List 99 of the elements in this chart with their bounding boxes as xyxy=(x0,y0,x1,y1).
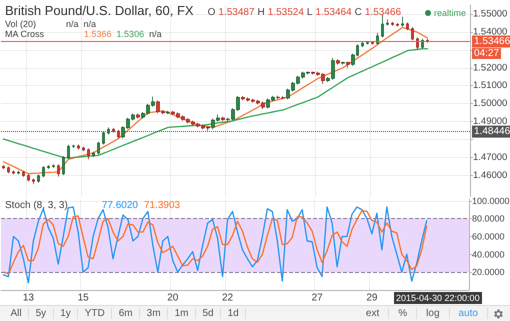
candlestick xyxy=(37,174,40,184)
candlestick xyxy=(27,174,30,182)
candlestick xyxy=(32,178,35,184)
annotation: H xyxy=(258,7,265,18)
y-tick-label: 1.51000 xyxy=(473,80,508,92)
annotation: 71.3903 xyxy=(144,200,180,211)
candlestick xyxy=(82,146,85,152)
candlestick xyxy=(7,166,10,174)
y-tick-label: 1.54000 xyxy=(473,26,508,38)
y-tick-label: 1.55000 xyxy=(473,8,508,20)
y-tick-label: 1.47000 xyxy=(473,152,508,164)
ref-line-label: 1.53466 xyxy=(474,36,510,47)
candlestick xyxy=(107,126,110,135)
candlestick xyxy=(136,113,140,119)
chart-title: Stoch (8, 3, 3) xyxy=(5,200,68,211)
text: 5d xyxy=(196,308,222,319)
y-tick-label: 60.0000 xyxy=(472,231,505,242)
annotation: 1.53524 xyxy=(268,7,304,18)
text: All xyxy=(4,308,30,319)
candlestick xyxy=(401,16,404,27)
annotation: Vol (20) xyxy=(5,19,36,29)
candlestick xyxy=(366,41,369,46)
candlestick xyxy=(47,164,50,170)
text: auto xyxy=(450,308,488,319)
y-tick-label: 1.49000 xyxy=(473,116,508,128)
annotation: realtime xyxy=(434,8,466,18)
text: 3m xyxy=(140,308,168,319)
line-series xyxy=(2,210,428,275)
annotation: 1.53464 xyxy=(315,7,352,18)
text: 5y xyxy=(29,308,54,319)
candlestick xyxy=(381,14,384,38)
ref-line-label: 1.48446 xyxy=(474,126,510,138)
candlestick xyxy=(336,58,340,65)
candlestick xyxy=(117,129,120,139)
x-tick-label: 29 xyxy=(366,292,378,304)
candlestick xyxy=(411,26,414,41)
y-tick-label: 40.0000 xyxy=(472,249,505,260)
annotation: C xyxy=(354,7,362,18)
annotation: MA Cross xyxy=(5,29,44,39)
candlestick xyxy=(406,22,409,31)
candlestick xyxy=(62,156,65,176)
candlestick xyxy=(57,164,60,177)
candlestick xyxy=(361,41,364,48)
candlestick xyxy=(17,170,20,175)
candlestick xyxy=(391,21,394,26)
candlestick xyxy=(42,166,45,178)
candlestick xyxy=(371,41,374,46)
candlestick xyxy=(346,61,350,68)
y-tick-label: 100.0000 xyxy=(472,196,510,206)
x-tick-label: 13 xyxy=(22,292,34,304)
text: ext xyxy=(356,308,390,319)
candlestick xyxy=(112,128,115,134)
y-tick-label: 1.52000 xyxy=(473,62,508,74)
y-tick-label: 1.50000 xyxy=(473,98,508,110)
text: 1d xyxy=(221,308,246,319)
candlestick xyxy=(2,164,5,170)
y-tick-label: 20.0000 xyxy=(472,267,505,278)
candlestick xyxy=(22,170,25,178)
annotation: 1.5306 xyxy=(116,29,144,39)
x-tick-label: 27 xyxy=(312,292,324,304)
annotation: n/a xyxy=(66,19,79,29)
candlestick xyxy=(77,144,80,150)
text: 6m xyxy=(112,308,140,319)
candlestick xyxy=(92,151,95,158)
annotation: L xyxy=(306,7,312,18)
text: log xyxy=(417,308,450,319)
annotation: 1.5366 xyxy=(84,29,112,39)
text: % xyxy=(389,308,418,319)
y-tick-label: 1.46000 xyxy=(473,170,508,181)
text: 2015-04-30 22:00:00 xyxy=(394,292,482,304)
candlestick xyxy=(97,141,100,155)
candlestick xyxy=(67,144,70,160)
annotation: O xyxy=(208,7,216,18)
candlestick xyxy=(12,170,15,175)
candlestick xyxy=(87,148,90,160)
annotation: 77.6020 xyxy=(102,200,138,211)
candlestick xyxy=(341,61,345,65)
annotation: 1.53466 xyxy=(364,7,402,18)
text: 1m xyxy=(168,308,196,319)
x-tick-label: 20 xyxy=(167,292,179,304)
y-tick-label: 80.0000 xyxy=(472,214,505,224)
x-tick-label: 22 xyxy=(222,292,234,304)
x-tick-label: 15 xyxy=(78,292,90,304)
text: YTD xyxy=(78,308,112,319)
text: 1y xyxy=(54,308,78,319)
candlestick xyxy=(166,110,170,114)
chart-title: British Pound/U.S. Dollar, 60, FX xyxy=(5,3,194,18)
candlestick xyxy=(52,164,55,168)
candlestick xyxy=(102,131,105,146)
candlestick xyxy=(416,37,419,50)
annotation: n/a xyxy=(149,29,162,39)
annotation: 1.53487 xyxy=(218,7,255,18)
candlestick xyxy=(72,144,75,148)
line-series xyxy=(2,48,428,159)
text: 04:27 xyxy=(472,48,502,59)
candlestick xyxy=(221,116,225,122)
candlestick xyxy=(396,22,399,27)
annotation: n/a xyxy=(84,19,96,29)
candlestick xyxy=(386,18,389,26)
